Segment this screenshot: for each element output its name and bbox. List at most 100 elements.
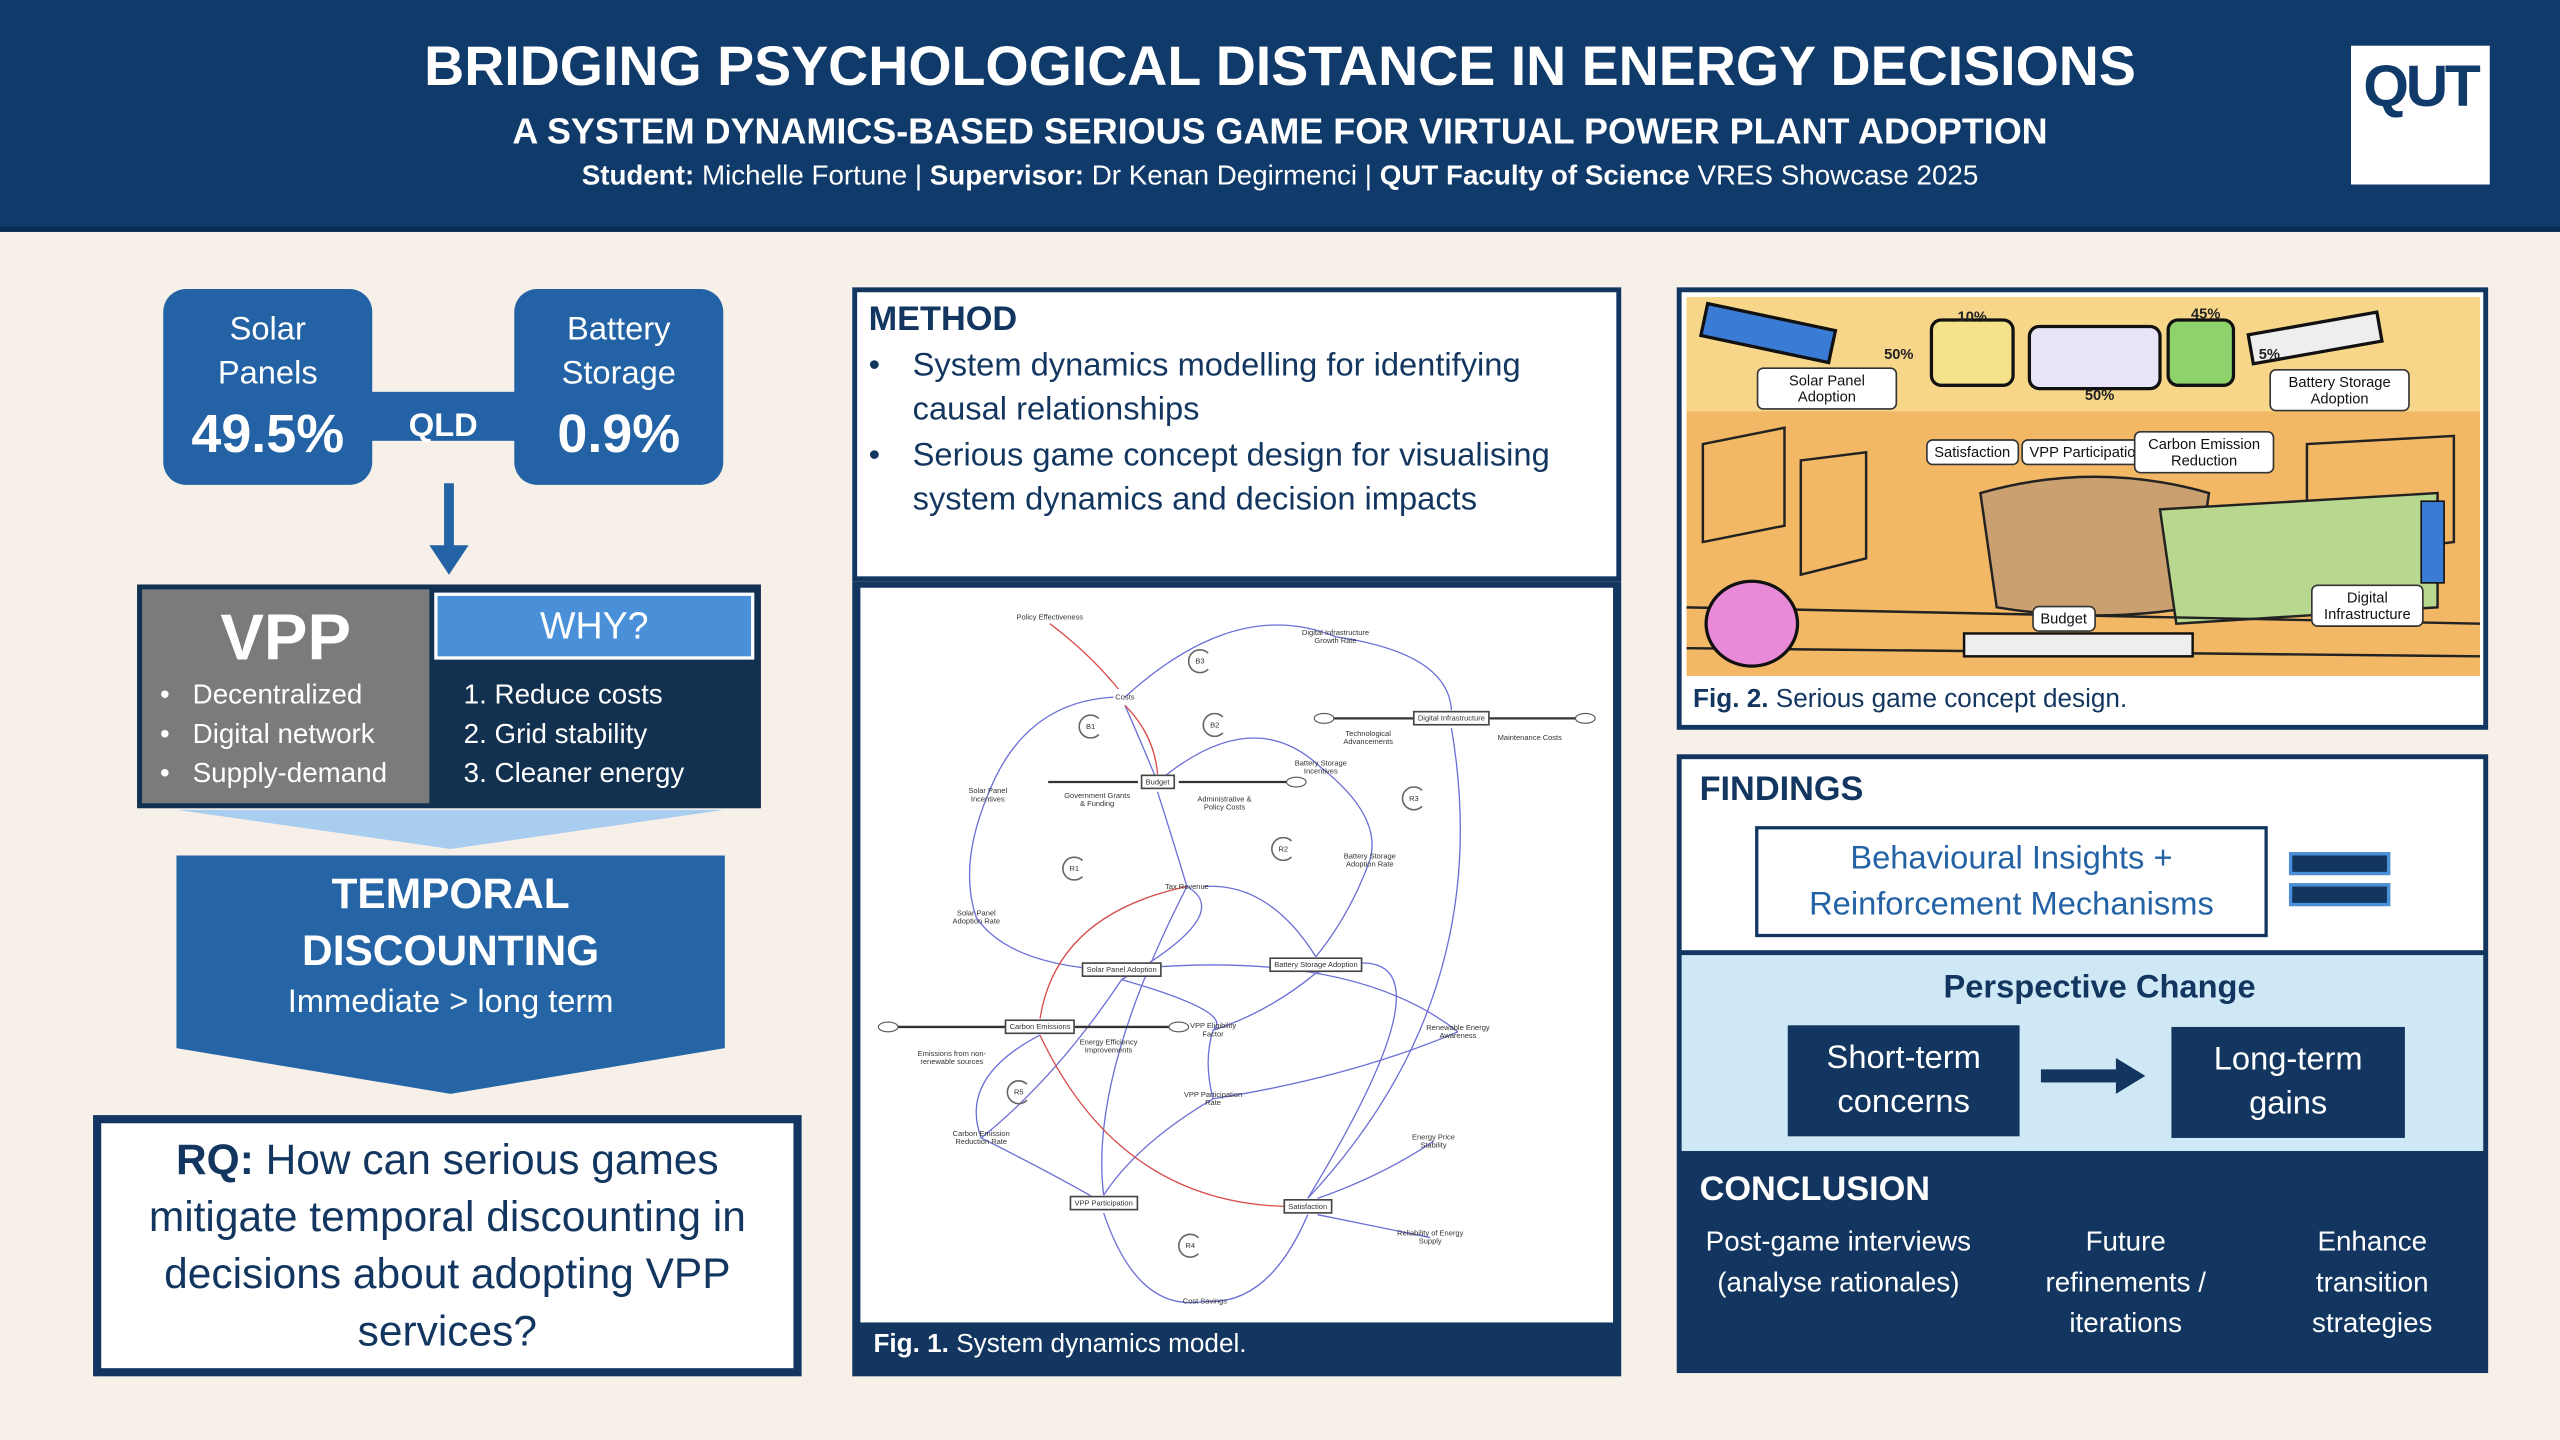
game-label: VPP Participation: [2021, 439, 2152, 466]
method-box: [852, 287, 1622, 582]
temporal-shape: [176, 855, 725, 1094]
variable: Technological Advancements: [1343, 729, 1393, 747]
game-label: Battery Storage Adoption: [2269, 368, 2410, 412]
reason-list: 1. Reduce costs 2. Grid stability 3. Clean…: [464, 676, 758, 794]
region: QLD: [408, 407, 478, 444]
stat-label: Solar Panels: [217, 311, 318, 392]
bullet: •: [159, 718, 170, 750]
subtitle: A SYSTEM DYNAMICS-BASED SERIOUS GAME FOR…: [512, 111, 2048, 152]
game-percent: 5%: [2258, 346, 2281, 363]
caption-text: System dynamics model.: [948, 1330, 1247, 1359]
variable: Policy Effectiveness: [1016, 612, 1084, 622]
variable: Renewable Energy Awareness: [1426, 1023, 1490, 1040]
feature: Decentralized •: [157, 676, 431, 715]
credits: Student: Michelle Fortune | Supervisor: …: [0, 157, 2560, 196]
stock: Battery Storage Adoption: [1269, 957, 1363, 973]
bullet: •: [159, 757, 170, 789]
method-item: Serious game concept design for visualis…: [869, 434, 1607, 522]
rq: RQ: How can serious games mitigate tempo…: [124, 1131, 771, 1360]
method-item: System dynamics modelling for identifyin…: [869, 344, 1607, 432]
game-label: Digital Infrastructure: [2311, 584, 2424, 627]
variable: VPP Participation Rate: [1183, 1090, 1243, 1107]
loop: R2: [1271, 836, 1296, 862]
stock: Solar Panel Adoption: [1081, 962, 1162, 978]
reason: 3. Cleaner energy: [463, 757, 685, 789]
stock: Carbon Emissions: [1004, 1019, 1076, 1035]
feature-list: Decentralized • Digital network • Supply-dem…: [157, 676, 431, 794]
why-title: WHY?: [434, 592, 755, 660]
stock: Digital Infrastructure: [1412, 710, 1490, 726]
credit-part: Supervisor:: [929, 159, 1085, 192]
loop: B1: [1078, 714, 1103, 739]
rq-label: RQ:: [176, 1134, 254, 1184]
fig1-caption: Fig. 1. System dynamics model.: [873, 1331, 1246, 1360]
battery-stat: Battery Storage 0.9%: [514, 288, 724, 485]
variable: Tax Revenue: [1165, 882, 1209, 891]
stat-value: 0.9%: [557, 403, 681, 464]
variable: Cost Savings: [1182, 1296, 1227, 1306]
chevron: [176, 809, 725, 849]
game-percent: 45%: [2191, 305, 2221, 322]
variable: Energy Price Stability: [1411, 1132, 1455, 1150]
game-image: Solar Panel Adoption Satisfaction VPP Part…: [1686, 297, 2480, 676]
reason: 1. Reduce costs: [463, 679, 663, 711]
game-label: Solar Panel Adoption: [1756, 367, 1898, 410]
vpp-left: [142, 589, 430, 804]
conclusion-title: CONCLUSION: [1699, 1170, 1931, 1209]
loop: R3: [1401, 786, 1427, 811]
rq-text: How can serious games mitigate temporal …: [148, 1134, 746, 1356]
reason: 2. Grid stability: [463, 718, 648, 750]
loop: R1: [1062, 856, 1087, 881]
equals-bar: [2288, 883, 2391, 907]
credit-part: Dr Kenan Degirmenci |: [1084, 159, 1380, 192]
variable: Energy Efficiency Improvements: [1079, 1038, 1138, 1055]
perspective-title: Perspective Change: [1943, 968, 2256, 1005]
vpp-title: VPP: [220, 601, 352, 674]
variable: Solar Panel Incentives: [968, 786, 1008, 804]
right-arrow: [2040, 1057, 2146, 1094]
fig2-caption: Fig. 2. Serious game concept design.: [1693, 686, 2127, 715]
credit-part: QUT Faculty of Science: [1379, 159, 1690, 192]
variable: Digital Infrastructure Growth Rate: [1301, 628, 1370, 645]
caption-text: Serious game concept design.: [1768, 685, 2128, 714]
conclusion-list: Post-game interviews (analyse rationales…: [1700, 1221, 2471, 1352]
equals-bar: [2288, 852, 2391, 876]
conclusion-item: Post-game interviews (analyse rationales…: [1705, 1226, 1972, 1298]
stock: VPP Participation: [1069, 1195, 1138, 1211]
variable: Battery Storage Adoption Rate: [1343, 851, 1396, 869]
credit-part: Student:: [581, 159, 695, 192]
variable: Carbon Emission Reduction Rate: [952, 1129, 1010, 1147]
stat-value: 49.5%: [191, 403, 345, 464]
variable: Administrative & Policy Costs: [1197, 794, 1252, 812]
temporal-title: TEMPORAL DISCOUNTING: [302, 868, 600, 975]
credit-part: VRES Showcase 2025: [1689, 159, 1979, 192]
variable: VPP Eligibility Factor: [1189, 1021, 1237, 1039]
down-arrow: [429, 483, 469, 575]
loop: B2: [1202, 712, 1227, 738]
conclusion-item: Future refinements / iterations: [2045, 1226, 2206, 1339]
title: BRIDGING PSYCHOLOGICAL DISTANCE IN ENERG…: [424, 35, 2136, 98]
from-box: Short-term concerns: [1787, 1025, 2020, 1137]
game-percent: 10%: [1957, 308, 1987, 325]
variable: Solar Panel Adoption Rate: [952, 909, 1001, 926]
feature: Supply-demand •: [157, 754, 431, 793]
method-list: System dynamics modelling for identifyin…: [869, 344, 1607, 524]
logo: QUT: [2351, 45, 2490, 185]
game-label: Carbon Emission Reduction: [2133, 431, 2275, 474]
game-percent: 50%: [1884, 346, 1914, 363]
stock: Budget: [1140, 774, 1175, 790]
game-art: [1686, 297, 2480, 668]
solar-stat: Solar Panels 49.5%: [163, 288, 373, 485]
bullet: •: [868, 437, 881, 474]
variable: Maintenance Costs: [1497, 733, 1562, 742]
diagram-links: [877, 623, 1596, 1304]
insight: Behavioural Insights + Reinforcement Mec…: [1755, 826, 2268, 938]
variable: Costs: [1115, 692, 1135, 702]
conclusion-item: Enhance transition strategies: [2312, 1226, 2433, 1339]
rq-box: RQ: How can serious games mitigate tempo…: [93, 1115, 802, 1377]
variable: Government Grants & Funding: [1064, 791, 1131, 809]
game-label: Budget: [2032, 605, 2096, 632]
game-percent: 50%: [2084, 386, 2115, 404]
